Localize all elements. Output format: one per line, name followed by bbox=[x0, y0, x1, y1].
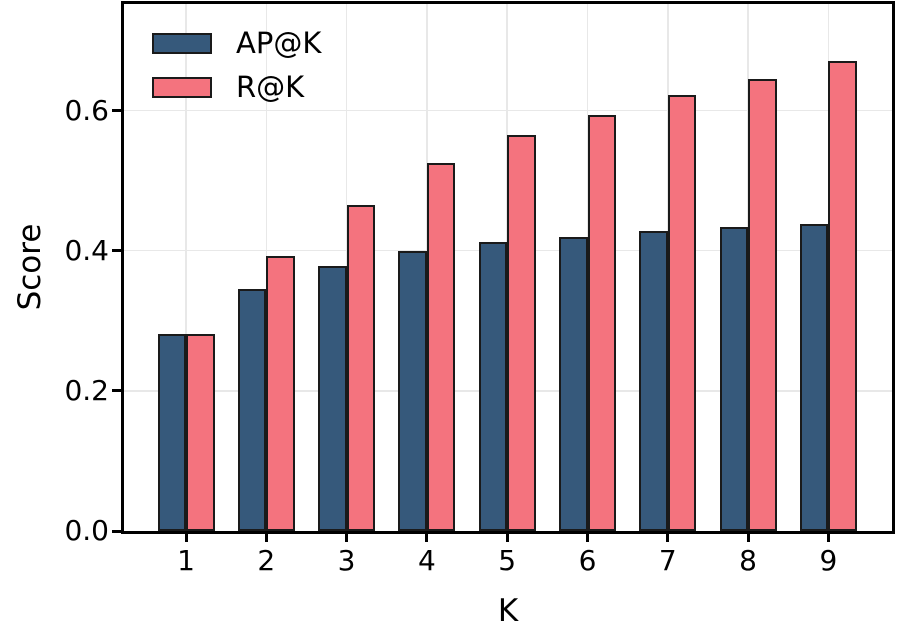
x-tick-mark bbox=[826, 534, 830, 542]
bar-rk-k1 bbox=[186, 334, 215, 531]
x-tick-mark bbox=[264, 534, 268, 542]
bar-rk-k9 bbox=[828, 61, 857, 531]
x-tick-label: 9 bbox=[819, 544, 838, 577]
legend-entry-apk: AP@K bbox=[152, 26, 322, 60]
bar-rk-k3 bbox=[346, 205, 376, 531]
bar-rk-k8 bbox=[748, 79, 777, 531]
legend: AP@K R@K bbox=[152, 26, 322, 121]
y-tick-mark bbox=[112, 249, 121, 253]
legend-label-apk: AP@K bbox=[236, 26, 322, 60]
bar-rk-k7 bbox=[667, 95, 697, 531]
bar-rk-k4 bbox=[426, 163, 456, 531]
y-tick-label: 0.0 bbox=[64, 514, 109, 547]
x-tick-mark bbox=[746, 534, 750, 542]
x-tick-mark bbox=[425, 534, 429, 542]
x-tick-mark bbox=[586, 534, 589, 542]
y-tick-mark bbox=[112, 389, 121, 393]
x-axis-label: K bbox=[497, 593, 519, 629]
x-tick-label: 6 bbox=[578, 544, 597, 577]
x-tick-label: 1 bbox=[177, 544, 195, 577]
x-tick-mark bbox=[666, 534, 670, 542]
x-tick-label: 7 bbox=[658, 544, 677, 577]
bar-apk-k6 bbox=[559, 236, 588, 531]
gridline-horizontal bbox=[124, 109, 892, 112]
bar-rk-k6 bbox=[587, 115, 616, 531]
y-tick-label: 0.6 bbox=[64, 93, 109, 127]
bar-apk-k7 bbox=[639, 231, 668, 531]
y-tick-mark bbox=[112, 529, 121, 533]
bar-apk-k3 bbox=[318, 266, 347, 531]
bar-apk-k5 bbox=[478, 242, 508, 531]
bar-rk-k2 bbox=[266, 255, 295, 531]
bar-apk-k8 bbox=[719, 226, 749, 531]
bar-apk-k9 bbox=[799, 224, 829, 531]
legend-entry-rk: R@K bbox=[152, 70, 321, 104]
plot-area bbox=[121, 1, 895, 534]
legend-swatch-rk-icon bbox=[152, 77, 212, 98]
x-tick-mark bbox=[184, 534, 188, 542]
x-tick-label: 8 bbox=[739, 544, 757, 577]
bar-apk-k4 bbox=[398, 251, 427, 531]
legend-label-rk: R@K bbox=[236, 70, 305, 104]
y-tick-label: 0.4 bbox=[64, 233, 109, 267]
gridline-vertical bbox=[185, 4, 187, 531]
y-tick-label: 0.2 bbox=[64, 373, 109, 407]
x-tick-label: 3 bbox=[337, 544, 356, 577]
bar-apk-k2 bbox=[237, 289, 267, 531]
bar-rk-k5 bbox=[507, 135, 536, 531]
x-tick-label: 2 bbox=[257, 544, 276, 577]
y-tick-mark bbox=[112, 109, 121, 113]
x-tick-label: 5 bbox=[498, 544, 517, 577]
bar-apk-k1 bbox=[157, 334, 186, 531]
legend-swatch-apk-icon bbox=[152, 33, 212, 54]
x-tick-mark bbox=[345, 534, 349, 542]
x-tick-mark bbox=[505, 534, 509, 542]
x-tick-label: 4 bbox=[417, 544, 436, 577]
